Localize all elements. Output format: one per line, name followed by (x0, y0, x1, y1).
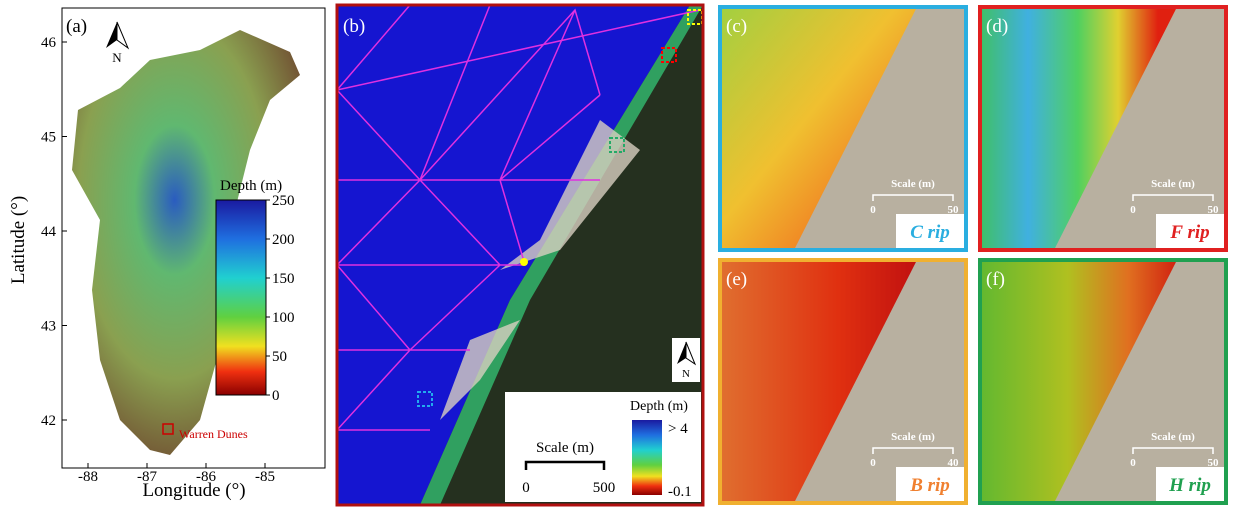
y-tick-label: 46 (41, 35, 57, 51)
scale-tick: 0 (1130, 457, 1136, 469)
rip-name: F rip (1169, 222, 1209, 243)
scale-tick: 0 (1130, 204, 1136, 216)
rip-name: B rip (909, 475, 950, 496)
rip-name: H rip (1168, 475, 1211, 496)
colorbar-tick-label: 150 (272, 271, 295, 287)
x-tick-label: -85 (255, 469, 275, 485)
north-label: N (112, 50, 122, 65)
scale-tick: 0 (522, 480, 530, 496)
panel-label: (f) (986, 269, 1005, 290)
scale-title: Scale (m) (1151, 178, 1195, 190)
x-tick-label: -87 (137, 469, 157, 485)
north-label: N (682, 368, 690, 380)
y-tick-label: 42 (41, 413, 56, 429)
y-tick-label: 44 (41, 224, 57, 240)
panel-label: (d) (986, 16, 1008, 37)
y-tick-label: 45 (41, 130, 56, 146)
colorbar (632, 420, 662, 495)
scale-tick: 500 (593, 480, 616, 496)
scale-tick: 0 (870, 457, 876, 469)
panel-label: (b) (343, 16, 365, 37)
panel-label: (c) (726, 16, 747, 37)
colorbar-title: Depth (m) (220, 178, 282, 194)
colorbar-tick-label: 250 (272, 193, 295, 209)
x-tick-label: -88 (78, 469, 98, 485)
x-tick-label: -86 (196, 469, 216, 485)
marker (520, 258, 528, 266)
panel-label: (a) (66, 16, 87, 37)
colorbar-label: -0.1 (668, 484, 692, 500)
colorbar-tick-label: 50 (272, 349, 287, 365)
scale-tick: 0 (870, 204, 876, 216)
colorbar-tick-label: 200 (272, 232, 295, 248)
y-tick-label: 43 (41, 319, 56, 335)
y-axis-label: Latitude (°) (8, 196, 29, 284)
colorbar (216, 200, 266, 395)
colorbar-label: > 4 (668, 421, 688, 437)
x-axis-label: Longitude (°) (142, 480, 245, 501)
scale-title: Scale (m) (891, 431, 935, 443)
scale-title: Scale (m) (891, 178, 935, 190)
rip-name: C rip (910, 222, 950, 243)
panel-label: (e) (726, 269, 747, 290)
colorbar-title: Depth (m) (630, 399, 688, 414)
colorbar-tick-label: 100 (272, 310, 295, 326)
figure: Warren Dunes (a) N Depth (m) Longitude (… (0, 0, 1235, 511)
scale-title: Scale (m) (536, 440, 594, 456)
scale-title: Scale (m) (1151, 431, 1195, 443)
colorbar-tick-label: 0 (272, 388, 280, 404)
site-label: Warren Dunes (179, 427, 248, 441)
